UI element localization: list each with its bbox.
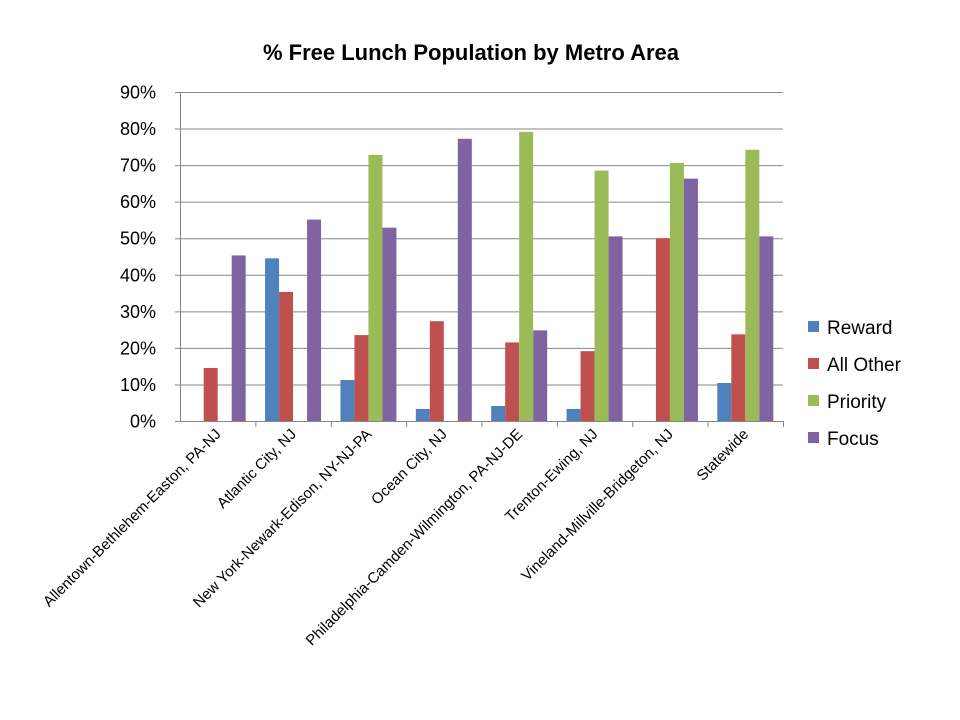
bar-all-other — [655, 238, 670, 421]
bar-priority — [594, 170, 609, 421]
chart-title: % Free Lunch Population by Metro Area — [263, 40, 680, 65]
bar-focus — [533, 330, 548, 421]
x-category-label: Statewide — [694, 426, 753, 485]
legend-swatch — [808, 358, 819, 369]
bar-reward — [265, 258, 280, 421]
bar-reward — [491, 406, 506, 421]
bar-all-other — [203, 367, 218, 421]
x-category-label: Ocean City, NJ — [368, 426, 451, 509]
y-tick-label: 90% — [120, 83, 156, 103]
bar-priority — [519, 131, 534, 421]
x-category-label: Vineland-Millville-Bridgeton, NJ — [518, 426, 677, 585]
legend-label: All Other — [827, 355, 902, 376]
bar-priority — [745, 149, 760, 421]
y-tick-label: 80% — [120, 119, 156, 139]
legend-label: Priority — [827, 392, 887, 413]
y-tick-label: 50% — [120, 229, 156, 249]
legend-label: Focus — [827, 429, 879, 450]
bar-focus — [457, 138, 472, 421]
bar-all-other — [731, 334, 746, 421]
bar-all-other — [354, 335, 369, 421]
bar-all-other — [505, 342, 520, 421]
legend-label: Reward — [827, 318, 892, 339]
bar-all-other — [279, 291, 294, 421]
y-tick-label: 60% — [120, 192, 156, 212]
y-tick-label: 10% — [120, 375, 156, 395]
bar-reward — [415, 408, 430, 421]
y-tick-label: 30% — [120, 302, 156, 322]
y-tick-label: 40% — [120, 265, 156, 285]
bar-reward — [340, 380, 355, 421]
bar-focus — [231, 255, 246, 421]
y-tick-label: 0% — [130, 412, 156, 432]
bar-focus — [307, 219, 322, 421]
x-category-label: Atlantic City, NJ — [214, 426, 300, 512]
legend-swatch — [808, 395, 819, 406]
legend-swatch — [808, 321, 819, 332]
legend-swatch — [808, 432, 819, 443]
bar-focus — [759, 236, 774, 421]
bar-focus — [683, 178, 698, 421]
bar-priority — [669, 162, 684, 421]
y-tick-label: 70% — [120, 156, 156, 176]
y-tick-label: 20% — [120, 338, 156, 358]
x-category-label: Allentown-Bethlehem-Easton, PA-NJ — [40, 426, 225, 611]
bar-reward — [566, 408, 581, 421]
bar-reward — [717, 382, 732, 421]
bar-focus — [608, 236, 623, 421]
bar-all-other — [580, 351, 595, 421]
bar-priority — [368, 154, 383, 421]
bar-all-other — [429, 321, 444, 421]
bar-focus — [382, 227, 397, 421]
